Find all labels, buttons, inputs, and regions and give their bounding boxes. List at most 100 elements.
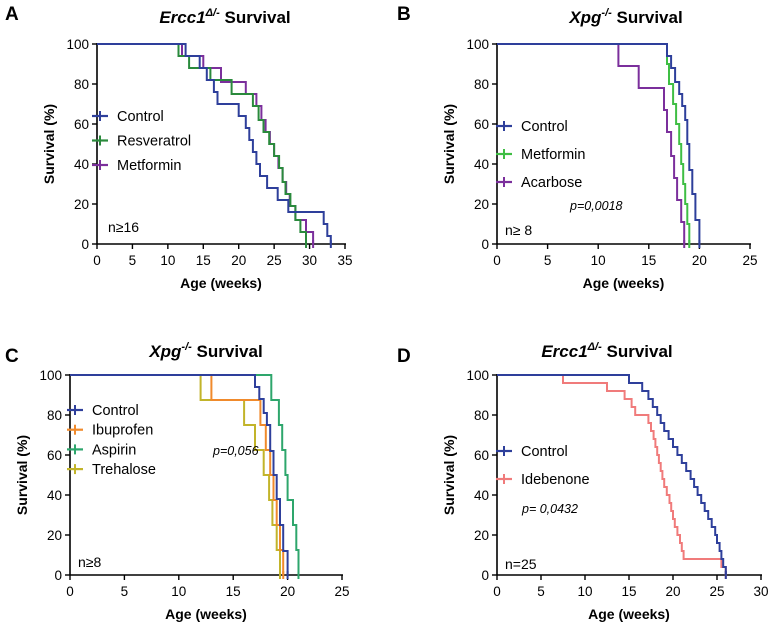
x-tick-label: 30 [753, 584, 768, 599]
y-axis-label: Survival (%) [14, 435, 30, 515]
y-tick-label: 80 [474, 77, 489, 92]
y-tick-label: 20 [474, 197, 489, 212]
legend-label: Control [521, 444, 568, 460]
x-tick-label: 30 [302, 253, 317, 268]
panel-letter: C [5, 346, 19, 367]
x-tick-label: 20 [665, 584, 680, 599]
chart-title: Xpg-/- Survival [148, 341, 262, 361]
x-tick-label: 20 [280, 584, 295, 599]
x-axis-label: Age (weeks) [165, 606, 247, 622]
panel-a: A Ercc1Δ/- Survival 0 20 40 60 80 100 0 5 10 15 20 25… [5, 4, 353, 291]
legend-label: Ibuprofen [92, 423, 153, 439]
series-line-idebenone [497, 374, 727, 575]
x-tick-label: 35 [337, 253, 352, 268]
panel-letter: A [5, 4, 19, 25]
x-tick-label: 15 [641, 253, 656, 268]
chart-title: Xpg-/- Survival [568, 7, 682, 27]
legend-label: Control [521, 119, 568, 135]
series-line-control [97, 43, 332, 244]
legend-label: Trehalose [92, 462, 156, 478]
y-tick-label: 40 [474, 157, 489, 172]
x-tick-label: 25 [742, 253, 757, 268]
title-genotype: -/- [601, 7, 612, 19]
y-axis-label: Survival (%) [441, 435, 457, 515]
x-tick-label: 0 [493, 584, 501, 599]
title-genotype: Δ/- [205, 7, 220, 19]
x-tick-label: 0 [66, 584, 74, 599]
x-tick-label: 5 [121, 584, 129, 599]
x-tick-label: 5 [129, 253, 137, 268]
y-tick-label: 100 [466, 368, 489, 383]
title-genotype: Δ/- [587, 341, 602, 353]
sample-size-note: n≥ 8 [505, 222, 532, 238]
y-tick-label: 60 [74, 117, 89, 132]
y-tick-label: 20 [474, 528, 489, 543]
x-tick-label: 5 [537, 584, 545, 599]
series-line-ibuprofen [70, 374, 285, 575]
legend-label: Idebenone [521, 472, 590, 488]
y-axis-label: Survival (%) [41, 104, 57, 184]
legend-label: Metformin [521, 147, 585, 163]
title-genotype: -/- [181, 341, 192, 353]
title-suffix: Survival [612, 8, 683, 27]
y-tick-label: 0 [481, 237, 489, 252]
y-tick-label: 40 [74, 157, 89, 172]
y-tick-label: 0 [54, 568, 62, 583]
y-tick-label: 60 [474, 117, 489, 132]
title-gene: Xpg [148, 342, 182, 361]
title-suffix: Survival [220, 8, 291, 27]
x-tick-label: 15 [196, 253, 211, 268]
title-gene: Ercc1 [159, 8, 205, 27]
p-value: p=0,056 [212, 444, 259, 458]
x-tick-label: 15 [226, 584, 241, 599]
title-suffix: Survival [192, 342, 263, 361]
title-suffix: Survival [602, 342, 673, 361]
y-tick-label: 80 [74, 77, 89, 92]
y-tick-label: 20 [74, 197, 89, 212]
x-axis-label: Age (weeks) [180, 275, 262, 291]
x-tick-label: 25 [709, 584, 724, 599]
legend-label: Aspirin [92, 442, 136, 458]
series-line-aspirin [70, 374, 300, 575]
series-line-metformin [497, 43, 691, 244]
p-value: p= 0,0432 [521, 502, 578, 516]
series-line-control [497, 43, 701, 244]
y-tick-label: 0 [81, 237, 89, 252]
legend-label: Resveratrol [117, 134, 191, 150]
x-tick-label: 10 [577, 584, 592, 599]
y-tick-label: 60 [474, 448, 489, 463]
series-line-control [70, 374, 289, 575]
x-tick-label: 0 [493, 253, 501, 268]
y-tick-label: 80 [47, 408, 62, 423]
panel-c: C Xpg-/- Survival 0 20 40 60 80 100 0 5 10 15 20 25 Ag… [5, 341, 350, 622]
panel-letter: B [397, 4, 411, 25]
y-axis-label: Survival (%) [441, 104, 457, 184]
y-tick-label: 0 [481, 568, 489, 583]
x-tick-label: 25 [334, 584, 349, 599]
panel-d: D Ercc1Δ/- Survival 0 20 40 60 80 100 0 5 10 15 20 25… [397, 341, 769, 622]
panel-letter: D [397, 346, 411, 367]
y-tick-label: 100 [39, 368, 62, 383]
x-tick-label: 25 [267, 253, 282, 268]
x-tick-label: 10 [171, 584, 186, 599]
x-axis-label: Age (weeks) [583, 275, 665, 291]
x-tick-label: 5 [544, 253, 552, 268]
sample-size-note: n=25 [505, 556, 537, 572]
x-tick-label: 10 [591, 253, 606, 268]
y-tick-label: 40 [47, 488, 62, 503]
panel-b: B Xpg-/- Survival 0 20 40 60 80 100 0 5 10 15 20 25 Ag… [397, 4, 758, 291]
y-tick-label: 60 [47, 448, 62, 463]
series-line-acarbose [497, 43, 686, 244]
x-tick-label: 20 [231, 253, 246, 268]
title-gene: Ercc1 [541, 342, 587, 361]
series-line-control [497, 374, 727, 575]
legend-label: Metformin [117, 158, 181, 174]
y-tick-label: 40 [474, 488, 489, 503]
chart-title: Ercc1Δ/- Survival [159, 7, 290, 27]
x-axis-label: Age (weeks) [588, 606, 670, 622]
y-tick-label: 20 [47, 528, 62, 543]
legend-label: Control [117, 109, 164, 125]
sample-size-note: n≥8 [78, 554, 101, 570]
x-tick-label: 20 [692, 253, 707, 268]
x-tick-label: 10 [160, 253, 175, 268]
